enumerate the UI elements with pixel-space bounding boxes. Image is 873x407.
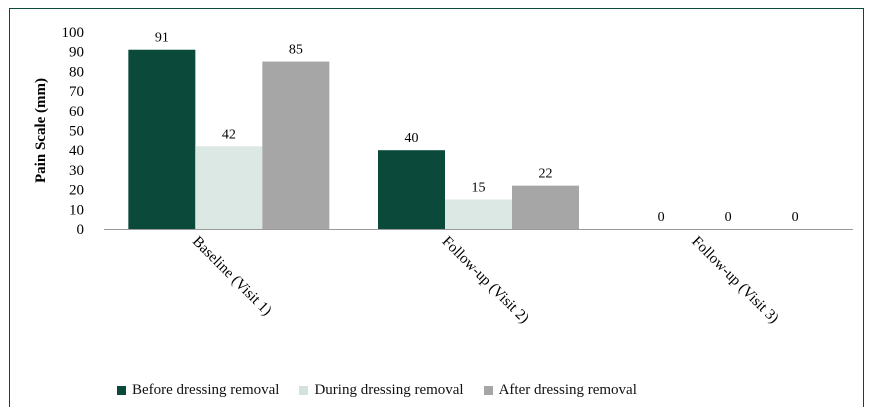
bars [128, 49, 579, 230]
y-tick-label: 60 [69, 104, 84, 120]
data-labels: 91 42 85 40 15 22 0 0 0 [155, 31, 799, 225]
legend-item: During dressing removal [299, 382, 464, 399]
legend-swatch [299, 386, 309, 395]
y-tick-label: 0 [77, 222, 85, 238]
legend-label: During dressing removal [314, 382, 464, 398]
data-label: 22 [539, 167, 553, 182]
y-tick-label: 70 [69, 84, 84, 100]
y-tick-label: 80 [69, 64, 84, 80]
category-labels: Baseline (Visit 1) Follow-up (Visit 2) Fol… [189, 234, 782, 327]
legend-label: Before dressing removal [132, 382, 280, 398]
legend-swatch [483, 386, 493, 395]
y-tick-label: 20 [69, 183, 84, 199]
y-axis-title: Pain Scale (mm) [33, 78, 49, 183]
bar [195, 146, 263, 229]
y-tick-label: 50 [69, 124, 84, 140]
legend-swatch [117, 386, 126, 395]
legend-label: After dressing removal [498, 382, 637, 398]
category-label: Follow-up (Visit 3) [688, 234, 781, 327]
bar [378, 150, 445, 229]
data-label: 40 [405, 131, 419, 146]
legend-item: After dressing removal [483, 382, 637, 399]
data-label: 0 [658, 210, 665, 225]
data-label: 15 [472, 180, 486, 195]
y-tick-label: 40 [69, 143, 84, 159]
data-label: 42 [222, 127, 236, 142]
legend: Before dressing removal During dressing r… [117, 382, 657, 399]
category-label: Follow-up (Visit 2) [439, 234, 532, 327]
data-label: 0 [792, 210, 799, 225]
data-label: 91 [155, 31, 169, 46]
bar [128, 49, 196, 230]
bar [445, 199, 512, 229]
bar [512, 185, 579, 229]
y-tick-label: 90 [69, 45, 84, 61]
data-label: 0 [725, 210, 732, 225]
bar [262, 61, 330, 229]
bar-chart: 0 10 20 30 40 50 60 70 80 90 100 91 42 85 40 15 22 0 0 0 B… [33, 25, 853, 327]
legend-item: Before dressing removal [117, 382, 279, 399]
data-label: 85 [289, 43, 303, 58]
y-tick-label: 30 [69, 163, 84, 179]
y-axis: 0 10 20 30 40 50 60 70 80 90 100 [62, 25, 85, 238]
y-tick-label: 100 [62, 25, 85, 41]
y-tick-label: 10 [69, 202, 84, 218]
category-label: Baseline (Visit 1) [189, 234, 275, 320]
